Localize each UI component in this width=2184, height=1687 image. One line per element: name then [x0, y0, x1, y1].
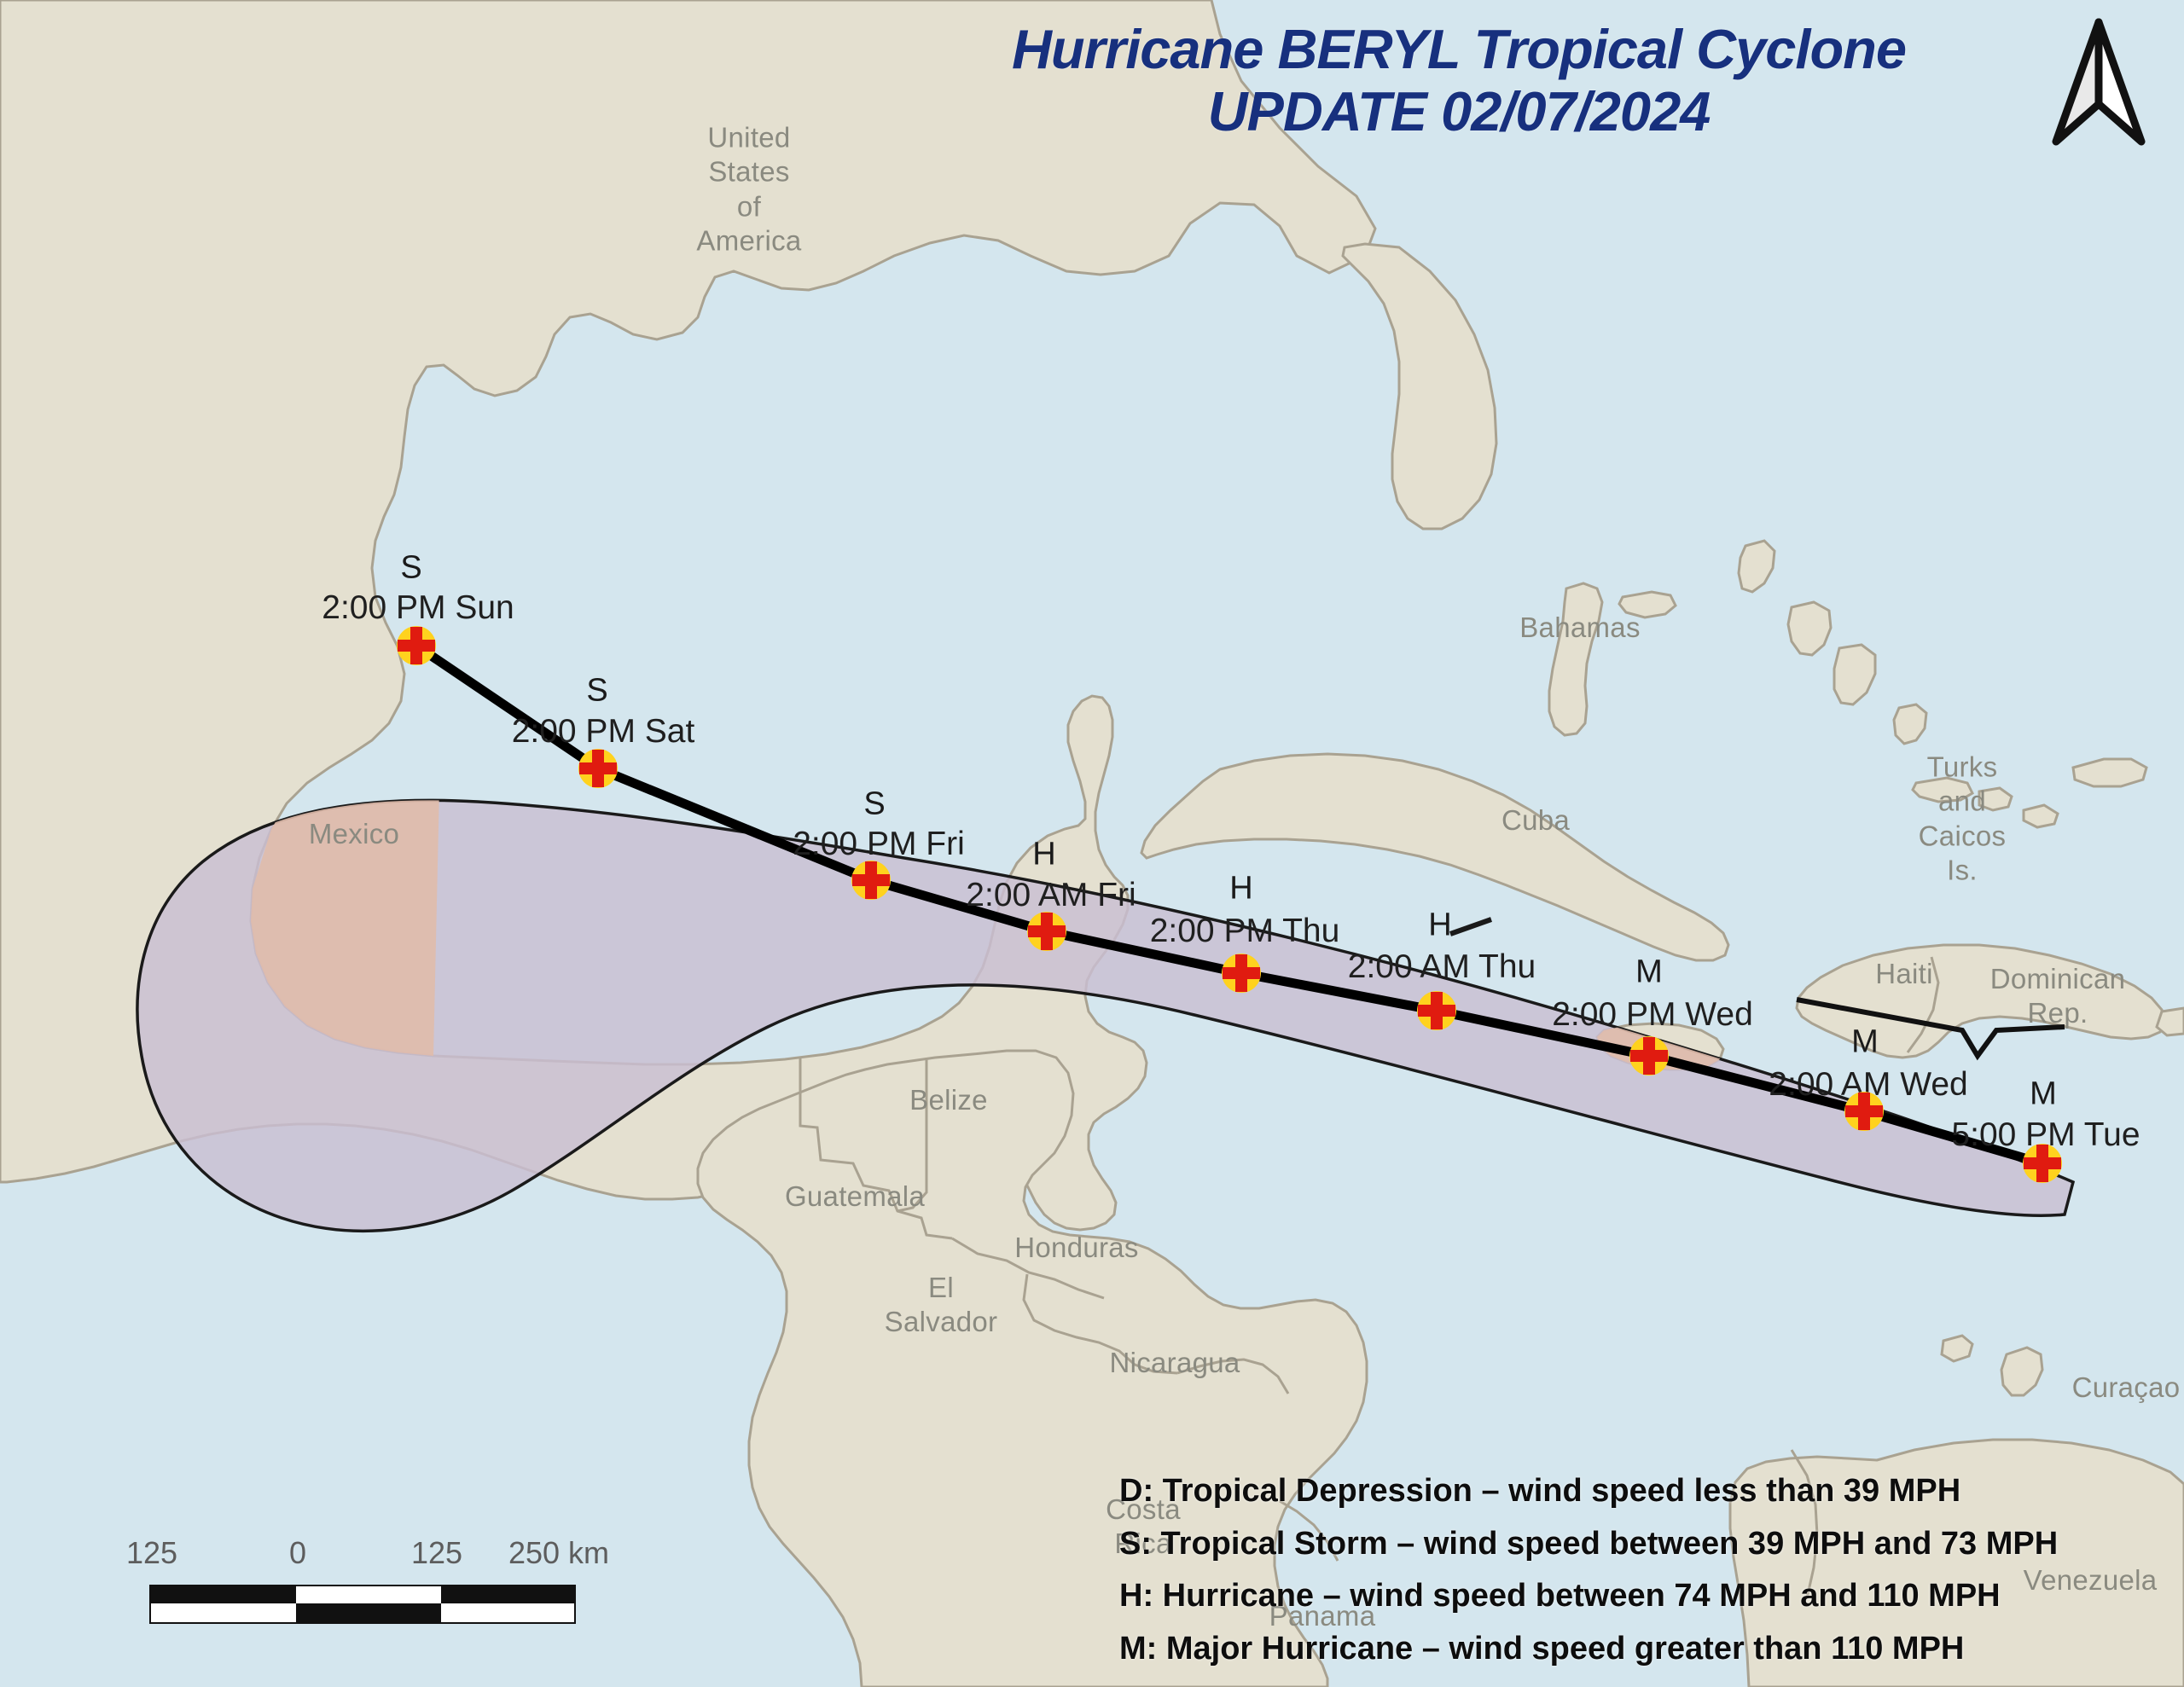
land-bahamas-1: [1548, 582, 1604, 737]
point-wed-am-marker-icon[interactable]: [1844, 1092, 1884, 1131]
land-hispaniola: [1795, 943, 2167, 1059]
legend-item-s: S: Tropical Storm – wind speed between 3…: [1119, 1525, 2059, 1562]
point-sun-category: S: [400, 549, 422, 586]
legend-item-m: M: Major Hurricane – wind speed greater …: [1119, 1630, 1965, 1667]
geo-label-dominican-republic: Dominican Rep.: [1989, 962, 2126, 1029]
geo-label-cuba: Cuba: [1501, 804, 1571, 836]
geo-label-panama: Panama: [1269, 1600, 1376, 1632]
point-tue-category: M: [2030, 1075, 2057, 1112]
point-sat-time: 2:00 PM Sat: [511, 713, 695, 750]
point-wed-pm-category: M: [1635, 954, 1663, 990]
point-fri-pm-marker-icon[interactable]: [851, 861, 891, 900]
scale-label-2: 125: [410, 1535, 463, 1570]
geo-label-belize: Belize: [909, 1084, 988, 1116]
scale-bar-labels: 125 0 125 250 km: [126, 1535, 609, 1573]
point-wed-am-category: M: [1851, 1023, 1879, 1060]
leader-line-haiti: [1796, 997, 2065, 1061]
scale-bar-graphic: [149, 1585, 576, 1624]
country-borders: [799, 956, 1940, 1599]
title-line-1: Hurricane BERYL Tropical Cyclone: [1011, 18, 1907, 80]
land-south-america: [1728, 1438, 2184, 1687]
legend-item-h: H: Hurricane – wind speed between 74 MPH…: [1119, 1578, 2001, 1615]
point-sat-category: S: [586, 672, 608, 709]
land-central-america: [696, 1049, 1368, 1687]
land-turks-caicos-4: [2071, 757, 2148, 788]
land-turks-caicos-2: [1978, 786, 2013, 812]
point-sat-marker-icon[interactable]: [578, 749, 618, 788]
forecast-cone: [136, 798, 2076, 1233]
geo-label-el-salvador: El Salvador: [884, 1271, 998, 1337]
point-fri-pm-time: 2:00 PM Fri: [793, 826, 965, 862]
point-fri-am-marker-icon[interactable]: [1027, 912, 1066, 951]
point-thu-pm-category: H: [1229, 870, 1253, 907]
land-puerto-rico: [2155, 1006, 2184, 1037]
land-turks-caicos-3: [2022, 803, 2059, 829]
geo-label-guatemala: Guatemala: [784, 1180, 926, 1212]
point-sun-marker-icon[interactable]: [397, 626, 436, 665]
geo-label-honduras: Honduras: [1014, 1232, 1139, 1263]
geo-label-curacao: Curaçao: [2071, 1371, 2181, 1403]
legend-item-d: D: Tropical Depression – wind speed less…: [1119, 1473, 1961, 1509]
point-fri-pm-category: S: [863, 786, 886, 822]
land-aruba: [1940, 1334, 1974, 1363]
land-bahamas-3: [1737, 539, 1776, 594]
land-turks-caicos-1: [1911, 776, 1974, 803]
geo-label-bahamas: Bahamas: [1519, 612, 1641, 643]
geo-label-nicaragua: Nicaragua: [1109, 1347, 1240, 1378]
leader-line-thu: [1449, 917, 1493, 936]
point-wed-pm-time: 2:00 PM Wed: [1552, 996, 1753, 1033]
scale-bar: 125 0 125 250 km: [126, 1535, 609, 1624]
storm-category-legend: D: Tropical Depression – wind speed less…: [1119, 1465, 2169, 1675]
land-curacao: [2000, 1346, 2044, 1397]
point-thu-am-marker-icon[interactable]: [1417, 991, 1456, 1030]
point-sun-time: 2:00 PM Sun: [322, 589, 514, 626]
point-thu-am-category: H: [1428, 907, 1452, 943]
land-cuba: [1140, 752, 1730, 962]
geo-label-venezuela: Venezuela: [2023, 1564, 2158, 1596]
land-bahamas-6: [1892, 703, 1928, 745]
title-line-2: UPDATE 02/07/2024: [1207, 79, 1711, 142]
point-thu-pm-time: 2:00 PM Thu: [1149, 913, 1340, 949]
point-thu-am-time: 2:00 AM Thu: [1347, 948, 1536, 985]
geo-label-turks-and-caicos: Turks and Caicos Is.: [1918, 751, 2007, 886]
land-florida: [1341, 242, 1498, 530]
land-bahamas-2: [1618, 590, 1677, 619]
geo-label-haiti: Haiti: [1875, 958, 1933, 989]
point-fri-am-time: 2:00 AM Fri: [966, 877, 1136, 913]
point-wed-pm-marker-icon[interactable]: [1629, 1036, 1669, 1075]
scale-label-3: 250 km: [508, 1535, 610, 1570]
land-bahamas-5: [1833, 643, 1877, 706]
geo-label-united-states: United States of America: [696, 121, 802, 257]
map-title: Hurricane BERYL Tropical Cyclone UPDATE …: [956, 18, 1962, 143]
north-arrow-icon: [2052, 18, 2146, 146]
land-bahamas-4: [1786, 600, 1833, 657]
point-fri-am-category: H: [1032, 836, 1056, 872]
point-tue-marker-icon[interactable]: [2023, 1144, 2062, 1183]
scale-label-0: 125: [125, 1535, 178, 1570]
geo-label-costa-rica: Costa Rica: [1106, 1493, 1181, 1559]
point-thu-pm-marker-icon[interactable]: [1222, 954, 1261, 993]
scale-label-1: 0: [288, 1535, 307, 1570]
geo-label-mexico: Mexico: [308, 818, 400, 849]
